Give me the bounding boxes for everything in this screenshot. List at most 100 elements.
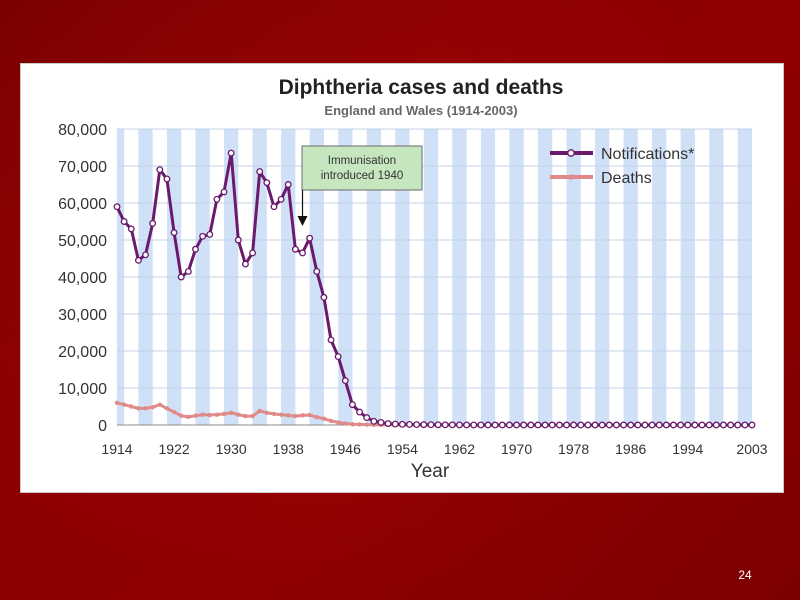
data-point: [584, 421, 592, 429]
data-point: [691, 421, 699, 429]
x-tick-label: 1986: [615, 441, 646, 457]
y-tick-label: 0: [98, 418, 107, 435]
data-point: [150, 405, 155, 410]
data-point: [434, 421, 442, 429]
x-tick-label: 1994: [672, 441, 703, 457]
data-point: [193, 413, 198, 418]
data-point: [641, 421, 649, 429]
data-point: [221, 411, 227, 417]
data-point: [541, 421, 549, 429]
data-point: [328, 418, 334, 424]
annotation-arrowhead: [297, 216, 308, 226]
data-point: [741, 421, 749, 429]
data-point: [334, 353, 342, 360]
data-point: [348, 401, 356, 409]
data-point: [343, 421, 348, 426]
data-point: [384, 420, 392, 427]
data-point: [548, 421, 556, 429]
data-point: [684, 421, 692, 429]
data-point: [705, 421, 713, 429]
data-point: [456, 421, 463, 429]
annotation-line2: introduced 1940: [321, 170, 403, 182]
annotation-line1: Immunisation: [328, 155, 396, 167]
legend-label-deaths: Deaths: [601, 170, 652, 187]
chart-panel: Diphtheria cases and deaths England and …: [20, 63, 784, 493]
data-point: [236, 412, 241, 417]
data-point: [293, 413, 298, 419]
data-point: [249, 249, 257, 257]
data-point: [184, 267, 192, 275]
data-point: [534, 421, 542, 429]
legend-marker-notifications: [567, 149, 575, 157]
data-point: [363, 414, 371, 422]
y-tick-label: 10,000: [58, 381, 107, 398]
data-point: [163, 175, 171, 183]
data-point: [134, 256, 142, 264]
data-point: [335, 420, 341, 425]
x-tick-label: 1930: [216, 441, 247, 457]
data-point: [220, 188, 228, 196]
data-point: [313, 267, 321, 275]
x-tick-label: 1978: [558, 441, 589, 457]
y-tick-labels: 0 10,000 20,000 30,000 40,000 50,000 60,000 70,…: [58, 122, 107, 435]
data-point: [257, 408, 262, 414]
data-point: [214, 412, 220, 417]
data-point: [171, 409, 177, 415]
y-tick-label: 20,000: [58, 344, 107, 361]
data-point: [327, 336, 335, 344]
data-point: [320, 293, 328, 301]
data-point: [655, 421, 663, 429]
data-point: [121, 402, 127, 407]
data-point: [271, 411, 277, 417]
legend-item-notifications: Notifications*: [550, 146, 694, 163]
data-point: [314, 415, 319, 420]
data-point: [341, 377, 349, 385]
x-axis-label: Year: [411, 461, 450, 482]
data-point: [748, 421, 756, 429]
data-point: [448, 421, 456, 429]
data-point: [127, 225, 135, 233]
data-point: [199, 232, 207, 240]
x-tick-label: 1970: [501, 441, 532, 457]
data-point: [170, 229, 178, 237]
data-point: [129, 404, 134, 409]
data-point: [605, 421, 613, 429]
data-point: [364, 422, 369, 427]
y-tick-label: 50,000: [58, 233, 107, 250]
chart-title: Diphtheria cases and deaths: [279, 76, 564, 99]
data-point: [300, 413, 305, 418]
legend-label-notifications: Notifications*: [601, 146, 694, 163]
data-point: [114, 400, 120, 405]
data-point: [200, 412, 205, 417]
data-point: [234, 236, 242, 244]
y-tick-label: 80,000: [58, 122, 107, 139]
data-point: [264, 410, 270, 415]
data-point: [143, 406, 148, 411]
slide-number: 24: [738, 568, 752, 582]
legend: Notifications* Deaths: [550, 146, 694, 187]
data-point: [206, 230, 214, 238]
data-point: [484, 421, 492, 429]
data-point: [670, 421, 677, 429]
y-tick-label: 40,000: [58, 270, 107, 287]
data-point: [427, 421, 435, 429]
data-point: [179, 413, 184, 418]
y-tick-label: 30,000: [58, 307, 107, 324]
data-point: [413, 421, 421, 429]
data-point: [278, 412, 284, 417]
data-point: [142, 251, 149, 259]
data-point: [391, 420, 399, 428]
data-point: [563, 421, 570, 429]
data-point: [370, 417, 378, 425]
data-point: [156, 166, 164, 174]
data-point: [406, 420, 413, 428]
data-point: [634, 421, 642, 429]
data-point: [420, 421, 428, 429]
data-point: [291, 245, 299, 253]
data-point: [520, 421, 528, 429]
data-point: [598, 421, 606, 429]
data-point: [356, 408, 364, 416]
data-point: [527, 421, 535, 429]
data-point: [243, 413, 248, 419]
data-point: [277, 195, 285, 203]
